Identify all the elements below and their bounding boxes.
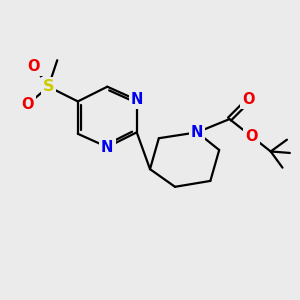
Text: O: O xyxy=(245,129,258,144)
Text: O: O xyxy=(242,92,255,107)
Text: N: N xyxy=(101,140,113,154)
Text: S: S xyxy=(43,79,54,94)
Text: N: N xyxy=(130,92,143,107)
Text: N: N xyxy=(191,125,203,140)
Text: O: O xyxy=(27,58,40,74)
Text: O: O xyxy=(22,97,34,112)
